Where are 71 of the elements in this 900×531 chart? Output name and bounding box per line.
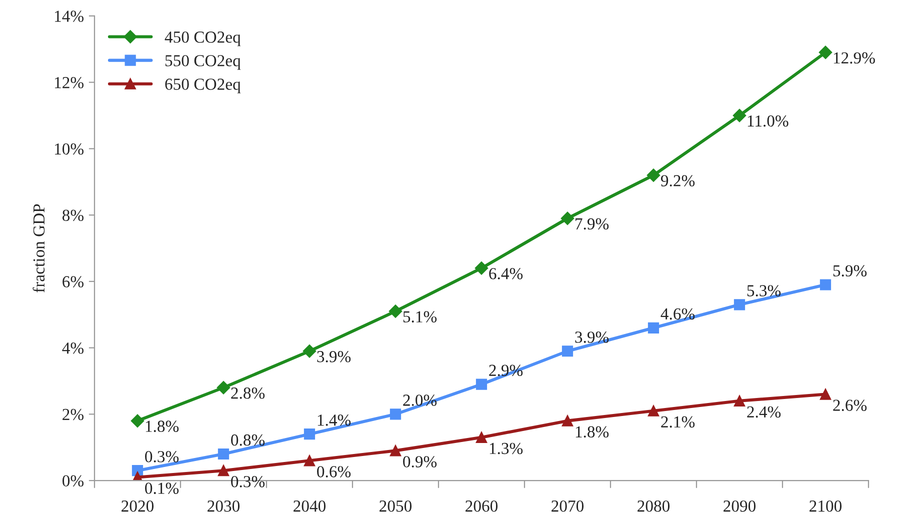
legend-label: 650 CO2eq — [165, 78, 241, 94]
point — [304, 428, 316, 440]
data-label: 12.9% — [834, 52, 875, 64]
data-label: 2.4% — [747, 406, 781, 418]
point — [646, 168, 660, 182]
data-label: 0.6% — [317, 466, 351, 478]
y-tick-label: 14% — [55, 10, 84, 22]
point — [648, 405, 660, 416]
data-label: 0.9% — [403, 456, 437, 468]
point — [648, 322, 660, 334]
point — [130, 414, 144, 428]
point — [562, 346, 574, 357]
data-label: 2.1% — [661, 416, 695, 428]
point — [734, 299, 746, 310]
point — [818, 46, 832, 60]
y-tick-label: 12% — [55, 77, 84, 88]
point — [562, 415, 574, 426]
data-label: 0.3% — [231, 476, 265, 488]
point — [388, 304, 402, 318]
point — [734, 395, 746, 406]
data-label: 3.9% — [317, 350, 351, 362]
data-label: 2.8% — [231, 388, 265, 399]
x-tick-label: 2090 — [724, 500, 756, 512]
point — [390, 445, 402, 456]
data-label: 5.3% — [747, 285, 781, 296]
data-label: 1.3% — [490, 442, 523, 454]
point — [476, 378, 488, 390]
data-label: 9.2% — [660, 175, 695, 186]
point — [216, 381, 230, 394]
point — [560, 212, 574, 225]
point — [390, 408, 402, 420]
data-label: 5.9% — [833, 265, 867, 276]
y-tick-label: 4% — [62, 342, 84, 354]
point — [476, 432, 488, 443]
data-label: 7.9% — [576, 218, 609, 230]
data-label: 2.6% — [833, 400, 867, 412]
y-tick-label: 2% — [62, 408, 84, 420]
x-tick-label: 2080 — [638, 500, 670, 512]
data-label: 6.4% — [489, 268, 523, 280]
x-tick-label: 2040 — [294, 500, 326, 512]
y-tick-label: 8% — [62, 210, 84, 222]
point — [218, 448, 230, 460]
data-label: 0.3% — [145, 451, 179, 462]
legend-label: 550 CO2eq — [165, 55, 241, 70]
data-label: 4.6% — [660, 308, 695, 320]
x-tick-label: 2070 — [552, 500, 584, 512]
x-tick-label: 2050 — [380, 500, 412, 512]
x-tick-label: 2100 — [810, 500, 842, 512]
point — [820, 388, 832, 400]
point — [304, 455, 316, 466]
data-label: 11.0% — [748, 115, 788, 127]
point — [732, 108, 746, 122]
point — [474, 262, 488, 275]
legend-label: 450 CO2eq — [164, 32, 241, 46]
data-label: 0.8% — [231, 434, 265, 446]
x-tick-label: 2060 — [466, 500, 498, 512]
y-tick-label: 6% — [62, 276, 84, 288]
data-label: 0.1% — [145, 482, 179, 494]
y-axis-title: fraction GDP — [32, 204, 45, 292]
x-tick-label: 2030 — [208, 500, 240, 512]
data-label: 5.1% — [403, 311, 437, 322]
y-tick-label: 0% — [62, 475, 84, 487]
y-tick-label: 10% — [55, 143, 84, 155]
data-label: 1.8% — [146, 420, 179, 432]
data-label: 1.8% — [576, 426, 609, 438]
point — [820, 279, 832, 290]
x-tick-label: 2020 — [122, 500, 154, 512]
point — [302, 344, 316, 358]
point — [218, 465, 230, 476]
data-label: 3.9% — [575, 332, 609, 343]
data-label: 1.4% — [318, 414, 351, 426]
